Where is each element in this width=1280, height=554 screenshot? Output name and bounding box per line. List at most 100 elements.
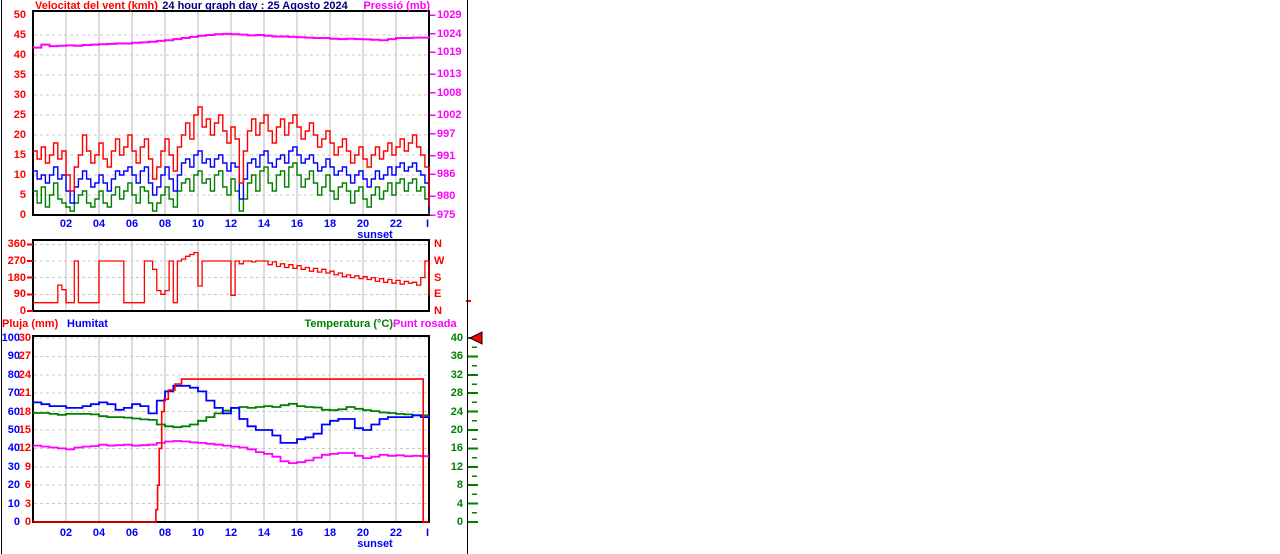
wind-tick-label: 25 xyxy=(13,109,26,121)
series-wind-direction-line xyxy=(33,251,430,304)
wind-tick-label: 30 xyxy=(13,89,26,101)
pressure-tick-label: 980 xyxy=(437,190,456,203)
wind-tick-label: 35 xyxy=(13,69,26,81)
pressure-tick-label: 986 xyxy=(437,168,456,181)
wind-tick-label: 10 xyxy=(13,169,26,181)
sunset-label-bottom: sunset xyxy=(357,538,393,550)
pressure-tick-label: 1019 xyxy=(437,46,462,59)
series-rain-line xyxy=(33,378,429,523)
humidity-tick-label: 100 xyxy=(1,332,20,344)
humidity-tick-label: 0 xyxy=(13,516,20,528)
series-wind-average-line xyxy=(33,146,430,211)
direction-tick-label: 0 xyxy=(19,305,26,317)
rain-tick-label: 15 xyxy=(18,424,31,436)
temperature-tick-label: 36 xyxy=(450,350,463,363)
axis-end-label-bottom: I xyxy=(425,527,430,539)
x-tick-label: 20 xyxy=(356,527,370,539)
rain-tick-label: 12 xyxy=(18,442,31,455)
direction-tick-label: 180 xyxy=(7,271,26,284)
x-tick-label: 04 xyxy=(92,218,106,230)
series-pressure-line xyxy=(33,32,430,49)
compass-label: N xyxy=(434,305,442,317)
compass-label: N xyxy=(434,238,442,251)
pressure-axis-title: Pressió (mb) xyxy=(363,0,430,12)
x-tick-label: 18 xyxy=(323,527,337,539)
plot-border xyxy=(32,335,430,523)
humidity-tick-label: 40 xyxy=(7,442,20,455)
direction-tick-label: 90 xyxy=(13,288,26,301)
x-tick-label: 20 xyxy=(356,218,370,230)
compass-label: S xyxy=(434,271,442,284)
legend-dewpoint: Punt rosada xyxy=(393,318,457,330)
x-tick-label: 22 xyxy=(389,527,403,539)
x-tick-label: 06 xyxy=(125,218,139,230)
pressure-tick-label: 1013 xyxy=(437,68,462,81)
temperature-tick-label: 0 xyxy=(456,516,463,528)
direction-tick-label: 360 xyxy=(7,238,26,251)
series-dewpoint-line xyxy=(33,440,429,464)
right-frame-line xyxy=(467,0,468,554)
wind-tick-label: 45 xyxy=(13,29,26,41)
temperature-tick-label: 16 xyxy=(450,442,463,455)
x-tick-label: 14 xyxy=(257,218,271,230)
compass-label: W xyxy=(434,254,445,267)
legend-rain: Pluja (mm) xyxy=(2,318,59,330)
rain-tick-label: 6 xyxy=(24,479,31,492)
x-tick-label: 22 xyxy=(389,218,403,230)
x-tick-label: 10 xyxy=(191,527,205,539)
series-humidity-line xyxy=(33,384,430,444)
x-tick-label: 16 xyxy=(290,218,304,230)
x-tick-label: 14 xyxy=(257,527,271,539)
humidity-tick-label: 90 xyxy=(7,350,20,363)
x-tick-label: 02 xyxy=(59,527,73,539)
x-tick-label: 08 xyxy=(158,527,172,539)
humidity-tick-label: 30 xyxy=(7,460,20,473)
rain-tick-label: 24 xyxy=(18,368,31,381)
humidity-tick-label: 60 xyxy=(7,405,20,418)
temperature-tick-label: 8 xyxy=(456,479,463,492)
wind-tick-label: 15 xyxy=(13,149,26,161)
temperature-tick-label: 20 xyxy=(450,424,463,436)
left-frame-line xyxy=(1,0,2,554)
wind-tick-label: 5 xyxy=(19,189,26,201)
compass-label: E xyxy=(434,288,442,301)
temperature-tick-label: 24 xyxy=(450,405,463,418)
x-tick-label: 18 xyxy=(323,218,337,230)
series-wind-gust-line xyxy=(33,106,430,207)
charts-canvas xyxy=(27,10,483,523)
temperature-tick-label: 28 xyxy=(450,387,463,400)
x-tick-label: 06 xyxy=(125,527,139,539)
wind-tick-label: 20 xyxy=(13,129,26,141)
pressure-tick-label: 1002 xyxy=(437,109,462,121)
pressure-tick-label: 1024 xyxy=(437,27,462,40)
humidity-tick-label: 50 xyxy=(7,424,20,436)
x-tick-label: 08 xyxy=(158,218,172,230)
page-title: 24 hour graph day : 25 Agosto 2024 xyxy=(162,0,348,12)
humidity-tick-label: 80 xyxy=(7,368,20,381)
plot-border xyxy=(32,10,430,216)
x-tick-label: 02 xyxy=(59,218,73,230)
temperature-tick-label: 12 xyxy=(450,460,463,473)
x-tick-label: 10 xyxy=(191,218,205,230)
x-tick-label: 12 xyxy=(224,218,238,230)
wind-tick-label: 0 xyxy=(19,209,26,221)
x-tick-label: 04 xyxy=(92,527,106,539)
pressure-tick-label: 1029 xyxy=(437,9,462,21)
x-tick-label: 16 xyxy=(290,527,304,539)
pressure-tick-label: 1008 xyxy=(437,86,462,99)
rain-tick-label: 21 xyxy=(18,387,31,400)
rain-tick-label: 0 xyxy=(24,516,31,528)
humidity-tick-label: 10 xyxy=(7,497,20,510)
pressure-tick-label: 991 xyxy=(437,149,456,162)
direction-tick-label: 270 xyxy=(7,254,26,267)
rain-tick-label: 30 xyxy=(18,332,31,344)
sunset-label-top: sunset xyxy=(357,229,393,241)
temperature-tick-label: 32 xyxy=(450,368,463,381)
rain-tick-label: 27 xyxy=(18,350,31,363)
pressure-tick-label: 997 xyxy=(437,127,456,140)
sunset-axis-dash xyxy=(466,300,471,302)
rain-tick-label: 3 xyxy=(24,497,31,510)
humidity-tick-label: 70 xyxy=(7,387,20,400)
current-temperature-marker-icon xyxy=(468,331,483,345)
